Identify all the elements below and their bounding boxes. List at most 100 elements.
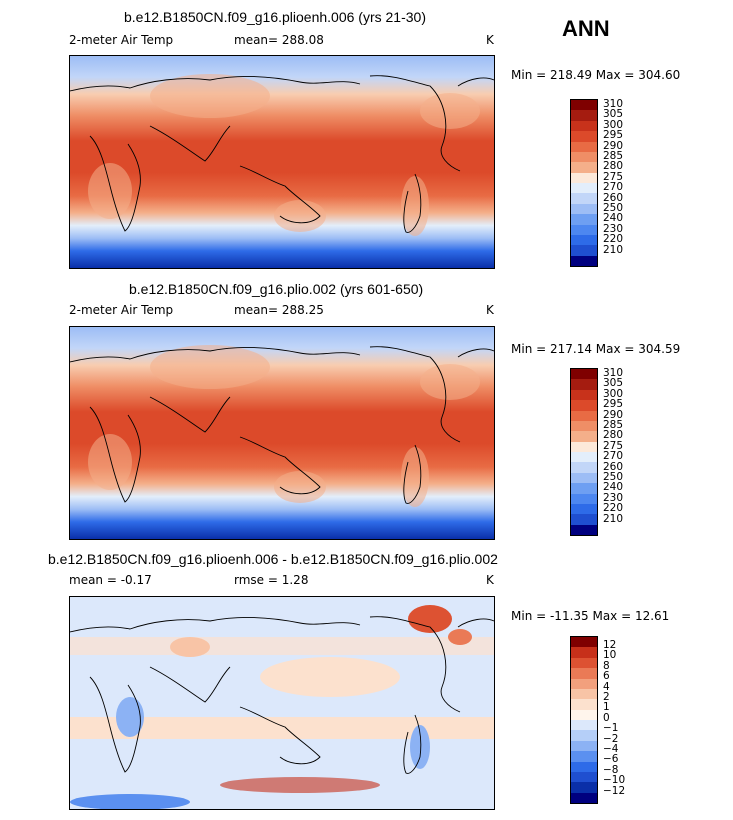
panel2-cbar-label: 300 — [603, 387, 624, 400]
panel1-cbar-swatch — [571, 172, 597, 183]
panel2-cbar-swatch — [571, 462, 597, 473]
panel1-cbar-swatch — [571, 203, 597, 215]
panel2-cbar-label: 275 — [603, 439, 624, 452]
panel2-land-shapes — [88, 345, 480, 507]
panel3-cbar-swatch — [571, 792, 597, 803]
panel1-cbar-swatch — [571, 255, 597, 266]
panel2-cbar-label: 305 — [603, 377, 624, 390]
panel1-coastlines — [70, 75, 494, 233]
panel1-units: K — [486, 33, 494, 47]
panel2-cbar-swatch — [571, 369, 597, 380]
panel1-cbar-label: 295 — [603, 129, 624, 142]
panel1-cbar-label: 285 — [603, 150, 624, 162]
panel2-mean: mean= 288.25 — [234, 303, 324, 317]
panel1-cbar-label: 210 — [603, 243, 624, 256]
panel3-cbar-label: −10 — [603, 774, 626, 787]
panel1-cbar-label: 290 — [603, 139, 624, 152]
panel1-minmax: Min = 218.49 Max = 304.60 — [511, 68, 681, 82]
panel2-colorbar-labels: 310 305 300 295 290 285 280 275 270 260 … — [603, 368, 643, 534]
panel2-cbar-label: 210 — [603, 512, 624, 525]
panel3-cbar-swatch — [571, 647, 597, 658]
panel3-cbar-swatch — [571, 637, 597, 648]
panel2-variable: 2-meter Air Temp — [69, 303, 174, 317]
panel3-cbar-label: 10 — [603, 649, 617, 662]
panel1-cbar-swatch — [571, 110, 597, 121]
panel3-cbar-swatch — [571, 688, 597, 700]
panel2-cbar-label: 220 — [603, 502, 624, 515]
panel3-cbar-swatch — [571, 761, 597, 772]
panel3-cbar-label: −12 — [603, 784, 626, 797]
panel3-cbar-swatch — [571, 699, 597, 710]
panel2-cbar-label: 250 — [603, 471, 624, 483]
panel3-coastlines — [70, 616, 494, 774]
panel1-cbar-label: 300 — [603, 118, 624, 131]
panel3-cbar-swatch — [571, 668, 597, 679]
panel2-cbar-swatch — [571, 493, 597, 504]
panel1-cbar-swatch — [571, 100, 597, 111]
panel2-colorbar — [570, 368, 598, 536]
panel3-cbar-label: 6 — [603, 670, 610, 683]
panel2-cbar-swatch — [571, 514, 597, 525]
panel2-cbar-label: 285 — [603, 419, 624, 431]
panel2-cbar-label: 260 — [603, 460, 624, 473]
panel3-strong-anomalies — [70, 605, 472, 809]
panel1-mean: mean= 288.08 — [234, 33, 324, 47]
panel1-cbar-swatch — [571, 120, 597, 132]
panel1-cbar-swatch — [571, 224, 597, 235]
panel1-cbar-label: 310 — [603, 98, 624, 110]
panel3-title: b.e12.B1850CN.f09_g16.plioenh.006 - b.e1… — [48, 551, 498, 567]
panel2-cbar-swatch — [571, 483, 597, 494]
panel1-cbar-swatch — [571, 245, 597, 256]
panel3-rmse: rmse = 1.28 — [234, 573, 309, 587]
panel1-cbar-swatch — [571, 131, 597, 142]
panel1-title: b.e12.B1850CN.f09_g16.plioenh.006 (yrs 2… — [124, 9, 426, 25]
panel1-cbar-label: 230 — [603, 222, 624, 235]
panel2-cbar-swatch — [571, 503, 597, 515]
panel3-cbar-swatch — [571, 678, 597, 689]
panel3-cbar-label: 1 — [603, 701, 610, 714]
panel3-cbar-label: 2 — [603, 691, 610, 703]
panel1-cbar-label: 260 — [603, 191, 624, 204]
panel1-cbar-swatch — [571, 141, 597, 152]
panel3-minmax: Min = -11.35 Max = 12.61 — [511, 609, 670, 623]
panel3-cbar-label: −4 — [603, 743, 619, 755]
panel2-cbar-swatch — [571, 410, 597, 421]
panel1-variable: 2-meter Air Temp — [69, 33, 174, 47]
panel2-map — [69, 326, 495, 540]
panel2-cbar-label: 280 — [603, 429, 624, 442]
panel1-colorbar — [570, 99, 598, 267]
panel2-cbar-swatch — [571, 431, 597, 442]
panel1-colorbar-labels: 310 305 300 295 290 285 280 275 270 260 … — [603, 99, 643, 265]
panel1-cbar-swatch — [571, 214, 597, 225]
panel3-cbar-label: −6 — [603, 753, 619, 766]
panel2-cbar-swatch — [571, 472, 597, 484]
panel3-cbar-label: −1 — [603, 722, 619, 735]
panel2-title: b.e12.B1850CN.f09_g16.plio.002 (yrs 601-… — [129, 281, 424, 297]
panel3-cbar-label: −2 — [603, 732, 619, 745]
panel1-cbar-label: 240 — [603, 212, 624, 225]
panel3-units: K — [486, 573, 494, 587]
panel1-map — [69, 55, 495, 269]
panel3-cbar-swatch — [571, 730, 597, 741]
panel3-cbar-swatch — [571, 782, 597, 793]
panel2-minmax: Min = 217.14 Max = 304.59 — [511, 342, 681, 356]
panel1-cbar-swatch — [571, 234, 597, 246]
panel2-units: K — [486, 303, 494, 317]
panel2-cbar-label: 270 — [603, 450, 624, 463]
panel3-cbar-swatch — [571, 657, 597, 669]
panel2-coastlines — [70, 346, 494, 504]
panel3-cbar-swatch — [571, 740, 597, 752]
panel2-cbar-label: 240 — [603, 481, 624, 494]
panel3-colorbar — [570, 636, 598, 804]
panel3-cbar-swatch — [571, 709, 597, 720]
panel3-cbar-label: 8 — [603, 659, 610, 672]
panel1-cbar-label: 250 — [603, 202, 624, 214]
panel3-cbar-label: 12 — [603, 639, 617, 651]
panel3-cbar-swatch — [571, 720, 597, 731]
panel3-cbar-label: 4 — [603, 680, 610, 693]
panel3-cbar-label: 0 — [603, 711, 610, 724]
season-label: ANN — [562, 16, 610, 41]
panel3-cbar-swatch — [571, 751, 597, 762]
panel1-cbar-label: 280 — [603, 160, 624, 173]
panel2-cbar-label: 290 — [603, 408, 624, 421]
